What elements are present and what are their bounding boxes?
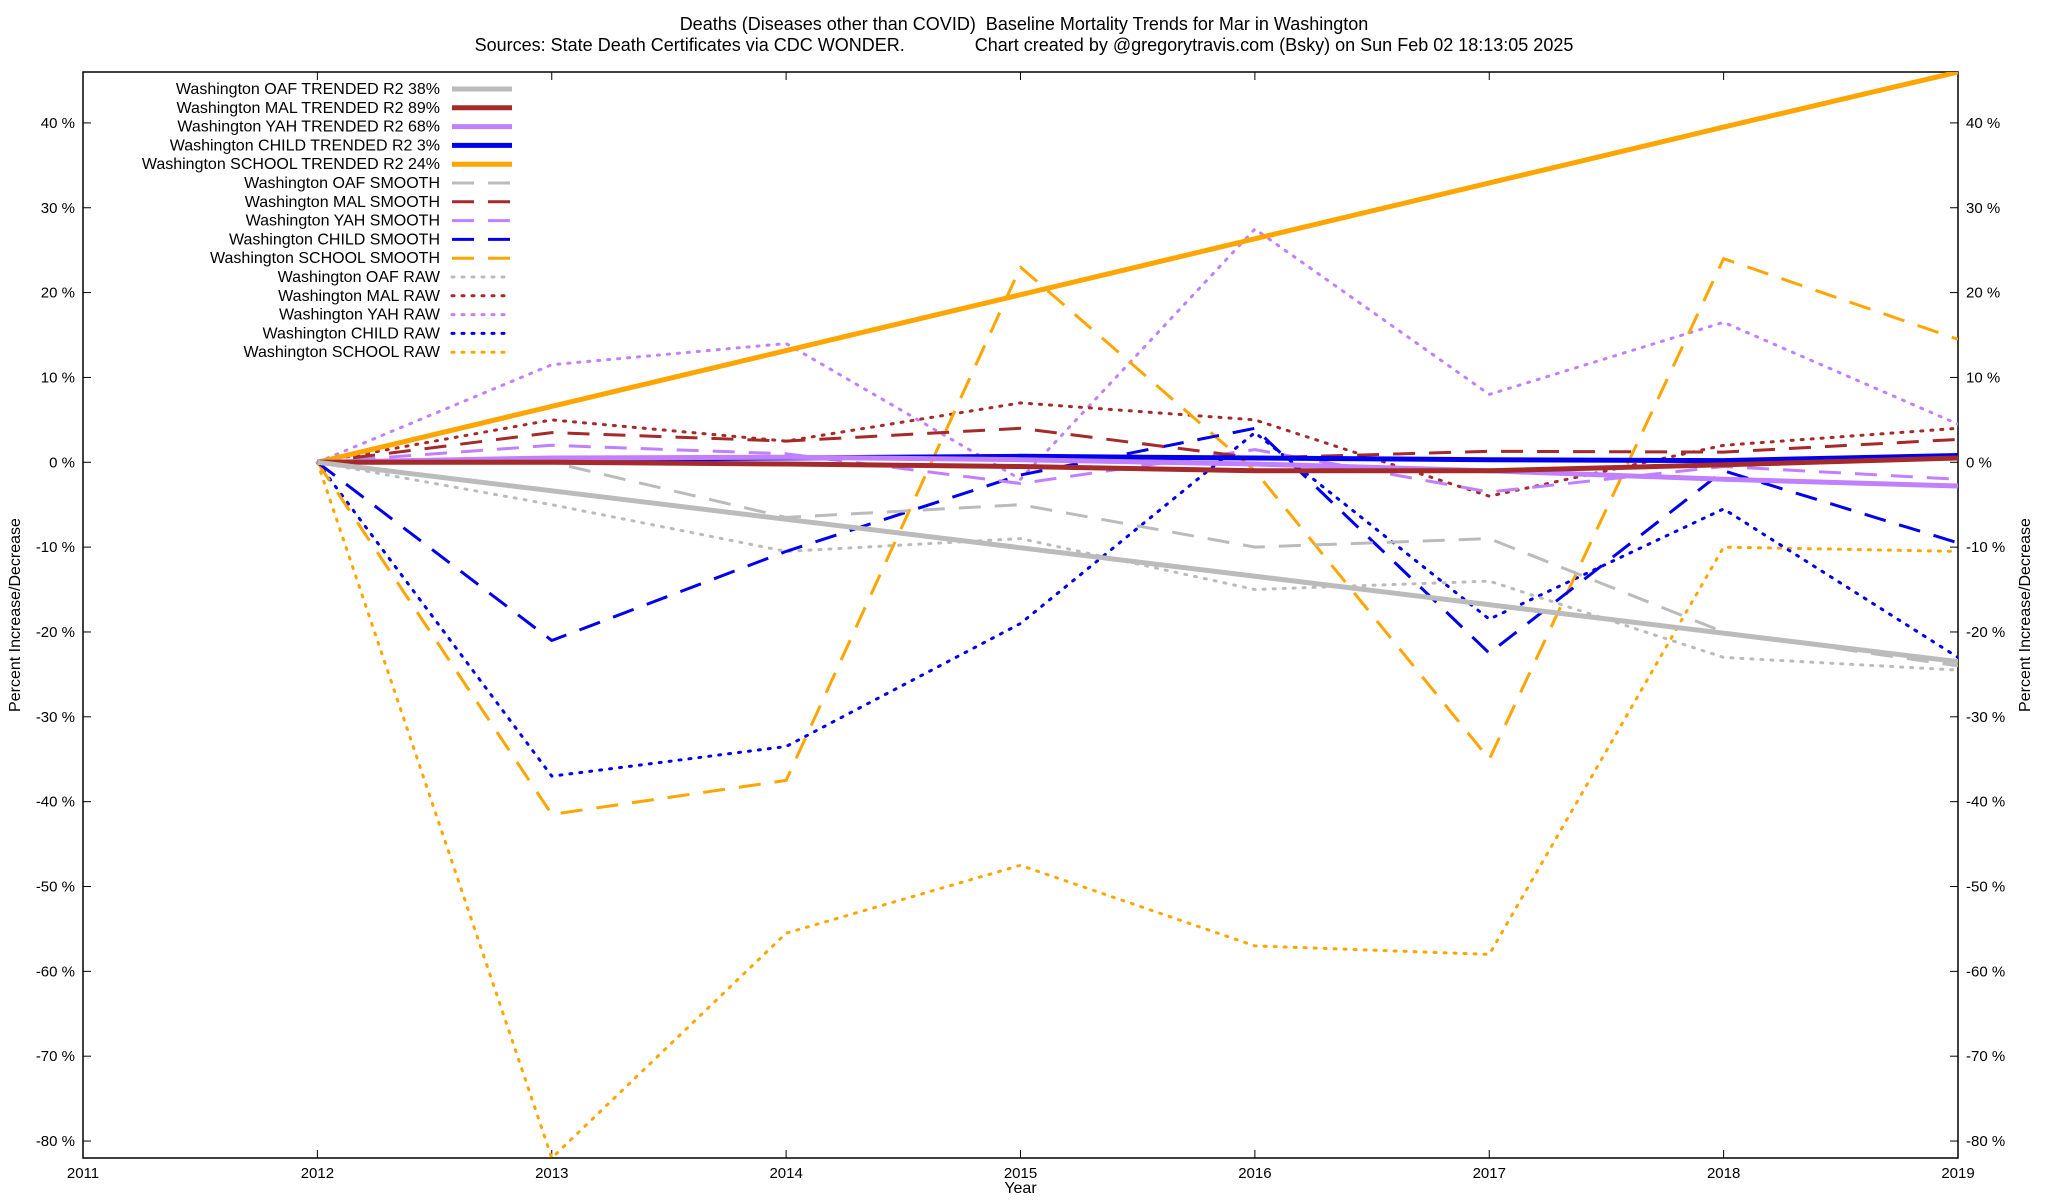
chart-title: Deaths (Diseases other than COVID) Basel… [679, 14, 1369, 34]
series-line-0 [317, 459, 1958, 665]
series-line-1 [317, 455, 1958, 474]
legend-label: Washington MAL TRENDED R2 89% [176, 100, 440, 117]
series-line-13 [315, 431, 1958, 778]
y-tick-label-right: -50 % [1966, 879, 2005, 896]
y-tick-label-right: -40 % [1966, 794, 2005, 811]
x-axis-label: Year [1004, 1180, 1037, 1197]
legend-label: Washington SCHOOL TRENDED R2 24% [142, 156, 440, 173]
legend-label: Washington OAF TRENDED R2 38% [176, 81, 440, 98]
legend: Washington OAF TRENDED R2 38% Washington … [142, 81, 514, 361]
y-tick-label-left: -70 % [36, 1048, 75, 1065]
legend-label: Washington CHILD RAW [262, 325, 440, 342]
x-tick-label: 2012 [301, 1165, 334, 1182]
y-axis-left: 40 % 30 % 20 % 10 % 0 % -10 % -20 % -30 % -40 % -… [36, 115, 91, 1150]
y-tick-label-right: 40 % [1966, 115, 2000, 132]
y-tick-label-left: -30 % [36, 709, 75, 726]
y-axis-label-right: Percent Increase/Decrease [2017, 518, 2034, 712]
y-tick-label-left: -80 % [36, 1133, 75, 1150]
y-tick-label-left: 0 % [49, 454, 75, 471]
legend-label: Washington CHILD TRENDED R2 3% [170, 137, 440, 154]
legend-label: Washington MAL SMOOTH [245, 194, 440, 211]
y-tick-label-right: -30 % [1966, 709, 2005, 726]
x-tick-label: 2017 [1473, 1165, 1506, 1182]
series-layer [315, 72, 1958, 1158]
y-tick-label-right: 0 % [1966, 454, 1992, 471]
y-tick-label-left: 30 % [41, 200, 75, 217]
x-tick-label: 2015 [1004, 1165, 1037, 1182]
y-tick-label-right: -20 % [1966, 624, 2005, 641]
y-tick-label-right: 10 % [1966, 369, 2000, 386]
series-line-9 [316, 257, 1958, 816]
series-line-8 [316, 426, 1958, 655]
series-line-14 [315, 460, 1958, 1158]
series-line-7 [317, 443, 1958, 494]
chart-subtitle: Sources: State Death Certificates via CD… [474, 35, 1574, 55]
x-tick-label: 2018 [1707, 1165, 1740, 1182]
legend-label: Washington SCHOOL RAW [244, 344, 441, 361]
y-tick-label-right: -10 % [1966, 539, 2005, 556]
x-tick-label: 2016 [1238, 1165, 1271, 1182]
x-tick-label: 2011 [67, 1165, 99, 1182]
legend-label: Washington OAF RAW [278, 269, 441, 286]
y-tick-label-left: -60 % [36, 963, 75, 980]
x-tick-label: 2014 [769, 1165, 802, 1182]
series-line-5 [317, 460, 1958, 668]
legend-label: Washington MAL RAW [278, 288, 441, 305]
legend-label: Washington OAF SMOOTH [244, 175, 440, 192]
y-tick-label-left: -50 % [36, 879, 75, 896]
legend-label: Washington YAH TRENDED R2 68% [177, 119, 440, 136]
y-tick-label-right: -70 % [1966, 1048, 2005, 1065]
y-tick-label-left: 10 % [41, 369, 75, 386]
y-tick-label-left: -20 % [36, 624, 75, 641]
x-tick-label: 2013 [535, 1165, 568, 1182]
y-tick-label-left: 20 % [41, 285, 75, 302]
y-axis-label-left: Percent Increase/Decrease [7, 518, 24, 712]
x-tick-label: 2019 [1941, 1165, 1974, 1182]
y-tick-label-left: -40 % [36, 794, 75, 811]
legend-label: Washington YAH SMOOTH [246, 213, 440, 230]
y-tick-label-right: 20 % [1966, 285, 2000, 302]
legend-label: Washington SCHOOL SMOOTH [210, 250, 440, 267]
x-axis: 2011 2012 2013 2014 2015 2016 2017 2018 2019 [67, 72, 1975, 1182]
series-line-2 [317, 454, 1958, 489]
legend-label: Washington CHILD SMOOTH [229, 231, 440, 248]
series-line-4 [316, 72, 1958, 465]
y-tick-label-right: -80 % [1966, 1133, 2005, 1150]
y-tick-label-right: -60 % [1966, 963, 2005, 980]
y-axis-right: 40 % 30 % 20 % 10 % 0 % -10 % -20 % -30 % -40 % -… [1950, 115, 2005, 1150]
series-line-12 [315, 227, 1958, 481]
series-line-6 [317, 426, 1958, 464]
series-line-11 [315, 401, 1958, 498]
y-tick-label-left: -10 % [36, 539, 75, 556]
legend-label: Washington YAH RAW [279, 307, 441, 324]
y-tick-label-left: 40 % [41, 115, 75, 132]
y-tick-label-right: 30 % [1966, 200, 2000, 217]
